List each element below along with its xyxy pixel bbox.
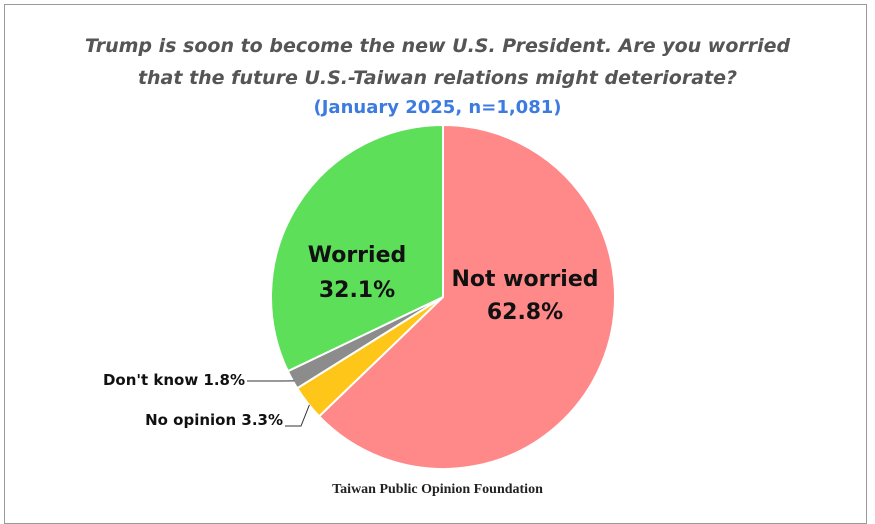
pie-chart: Not worried 62.8% Worried 32.1% Don't know 1… <box>0 0 875 504</box>
value-not-worried: 62.8% <box>487 300 563 325</box>
label-worried: Worried <box>308 243 407 268</box>
value-worried: 32.1% <box>319 278 395 303</box>
label-not-worried: Not worried <box>451 267 598 292</box>
source-credit: Taiwan Public Opinion Foundation <box>0 482 875 498</box>
label-no-opinion: No opinion 3.3% <box>145 411 283 429</box>
leader-no-opinion <box>285 405 309 426</box>
label-dont-know: Don't know 1.8% <box>103 371 245 389</box>
